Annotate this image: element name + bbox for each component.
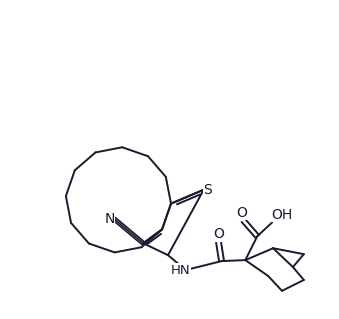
Text: N: N: [104, 212, 115, 226]
Text: O: O: [213, 227, 224, 241]
Text: HN: HN: [171, 263, 191, 277]
Text: S: S: [203, 183, 212, 197]
Text: O: O: [236, 205, 247, 219]
Text: OH: OH: [272, 208, 293, 221]
